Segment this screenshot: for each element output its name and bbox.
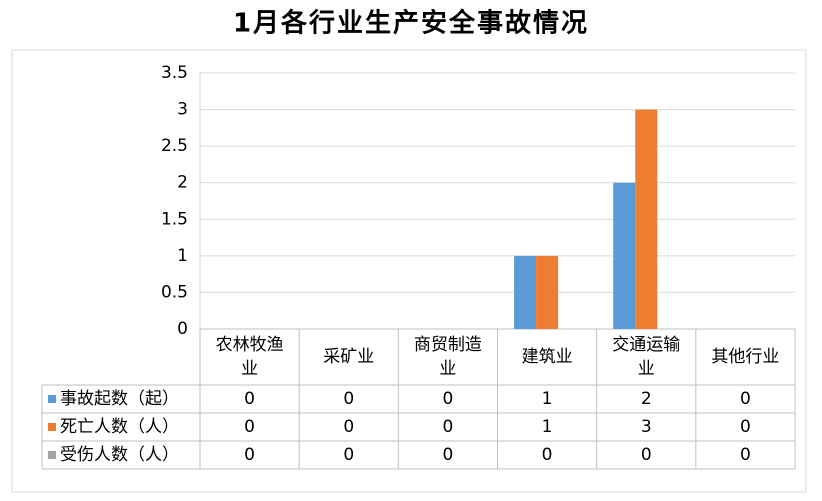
y-tick-label: 2 [177,173,188,193]
table-value: 0 [443,417,454,437]
chart-frame [11,49,807,493]
y-tick-label: 3.5 [161,63,188,83]
y-tick-label: 3 [177,100,188,120]
table-value: 3 [641,417,652,437]
table-value: 0 [740,445,751,465]
legend-swatch [48,395,56,403]
table-value: 0 [542,445,553,465]
table-value: 0 [343,417,354,437]
table-value: 0 [244,445,255,465]
bar [514,255,537,329]
legend-swatch [48,451,56,459]
table-value: 2 [641,389,652,409]
table-value: 0 [443,445,454,465]
y-tick-label: 2.5 [161,136,188,156]
y-tick-label: 0 [177,319,188,339]
x-tick-label: 其他行业 [711,347,779,367]
table-value: 1 [542,417,553,437]
legend-swatch [48,423,56,431]
x-tick-label: 采矿业 [323,347,374,367]
table-value: 0 [343,445,354,465]
legend-label: 事故起数（起） [60,389,179,409]
table-value: 0 [740,417,751,437]
x-tick-label: 商贸制造业 [414,335,482,379]
legend-label: 受伤人数（人） [60,445,179,465]
y-tick-label: 0.5 [161,282,188,302]
y-tick-label: 1.5 [161,209,188,229]
table-value: 0 [343,389,354,409]
bar [635,109,658,329]
legend-label: 死亡人数（人） [60,417,179,437]
bar [536,255,559,329]
x-tick-label: 建筑业 [522,347,573,367]
table-value: 1 [542,389,553,409]
table-value: 0 [740,389,751,409]
table-value: 0 [244,389,255,409]
x-tick-label: 农林牧渔业 [216,335,284,379]
chart-title: 1月各行业生产安全事故情况 [233,8,589,39]
y-tick-label: 1 [177,246,188,266]
table-value: 0 [443,389,454,409]
x-tick-label: 交通运输业 [612,335,680,379]
table-value: 0 [244,417,255,437]
bar [613,182,636,329]
table-value: 0 [641,445,652,465]
